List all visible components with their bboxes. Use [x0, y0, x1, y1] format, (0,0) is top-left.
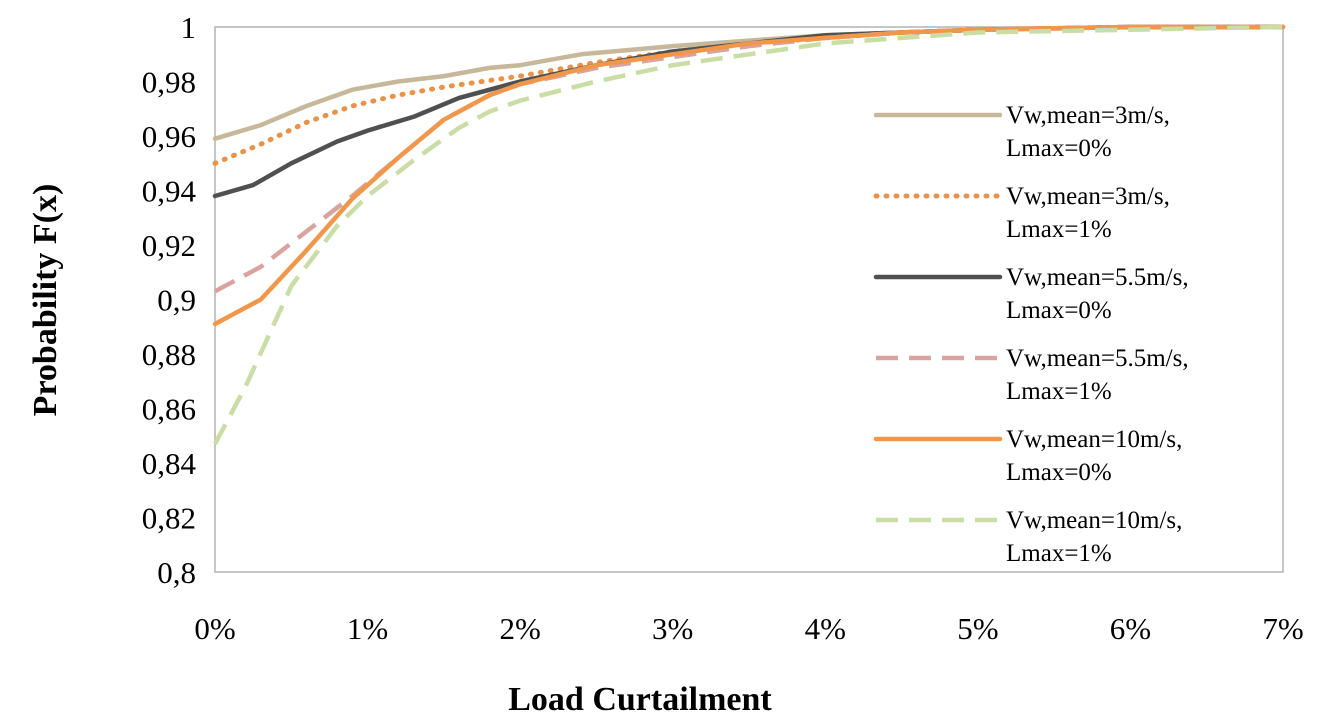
legend-label: Lmax=1%: [1006, 540, 1112, 567]
x-tick-label: 0%: [194, 611, 235, 646]
y-tick-label: 0,98: [142, 65, 196, 100]
x-tick-label: 2%: [499, 611, 540, 646]
x-tick-label: 6%: [1110, 611, 1151, 646]
x-axis-tick-labels: 0% 1% 2% 3% 4% 5% 6% 7%: [194, 611, 1303, 646]
x-tick-label: 5%: [957, 611, 998, 646]
y-tick-label: 0,82: [142, 501, 196, 536]
legend-label: Lmax=1%: [1006, 216, 1112, 243]
y-tick-label: 0,8: [157, 555, 196, 590]
legend-label: Lmax=0%: [1006, 297, 1112, 324]
y-tick-label: 1: [181, 10, 197, 45]
legend-label: Lmax=1%: [1006, 378, 1112, 405]
series-line-6: [213, 24, 1284, 445]
legend-label: Vw,mean=3m/s,: [1006, 102, 1170, 129]
y-tick-label: 0,88: [142, 337, 196, 372]
y-tick-label: 0,84: [142, 446, 197, 481]
legend-label: Vw,mean=5.5m/s,: [1006, 264, 1189, 291]
y-tick-label: 0,92: [142, 228, 196, 263]
x-tick-label: 1%: [347, 611, 388, 646]
legend-label: Vw,mean=5.5m/s,: [1006, 345, 1189, 372]
legend-label: Vw,mean=3m/s,: [1006, 183, 1170, 210]
x-tick-label: 4%: [805, 611, 846, 646]
plot-area: [214, 26, 1284, 573]
y-tick-label: 0,9: [157, 283, 196, 318]
legend-label: Lmax=0%: [1006, 459, 1112, 486]
legend-label: Vw,mean=10m/s,: [1006, 507, 1182, 534]
legend-label: Lmax=0%: [1006, 135, 1112, 162]
y-axis-title: Probability F(x): [27, 184, 64, 417]
x-tick-label: 3%: [652, 611, 693, 646]
y-tick-label: 0,96: [142, 119, 196, 154]
y-axis-tick-labels: 0,8 0,82 0,84 0,86 0,88 0,9 0,92 0,94 0,96 0,98 1: [142, 10, 197, 590]
series-lines: [212, 24, 1286, 445]
legend-label: Vw,mean=10m/s,: [1006, 426, 1182, 453]
x-tick-label: 7%: [1262, 611, 1303, 646]
series-line-5: [212, 24, 1286, 327]
y-tick-label: 0,94: [142, 174, 197, 209]
legend: Vw,mean=3m/s, Lmax=0% Vw,mean=3m/s, Lmax=1%…: [873, 102, 1189, 567]
y-tick-label: 0,86: [142, 392, 196, 427]
x-axis-title: Load Curtailment: [508, 681, 772, 717]
